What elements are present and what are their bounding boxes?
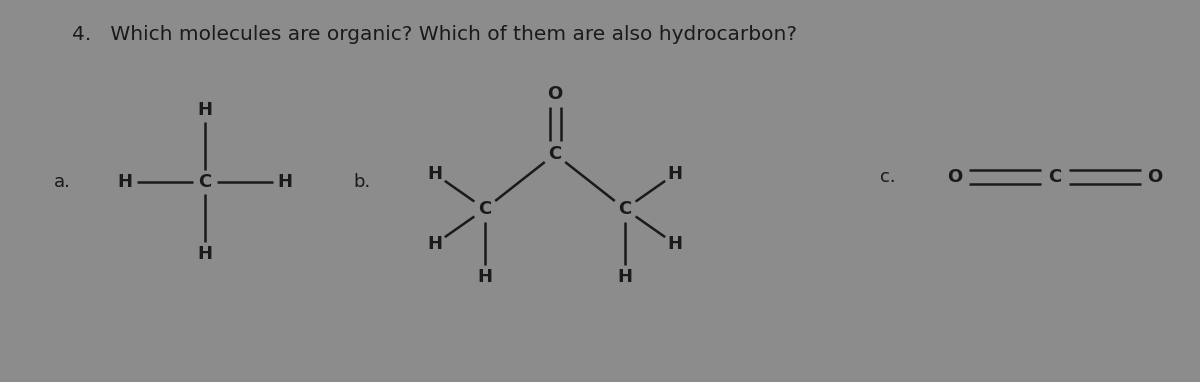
- Text: H: H: [118, 173, 132, 191]
- Text: O: O: [947, 168, 962, 186]
- Text: H: H: [667, 165, 683, 183]
- Text: H: H: [618, 268, 632, 286]
- Text: a.: a.: [54, 173, 71, 191]
- Text: H: H: [667, 235, 683, 253]
- Text: H: H: [277, 173, 293, 191]
- Text: C: C: [1049, 168, 1062, 186]
- Text: c.: c.: [880, 168, 896, 186]
- Text: C: C: [479, 200, 492, 218]
- Text: O: O: [1147, 168, 1163, 186]
- Text: H: H: [427, 235, 443, 253]
- Text: b.: b.: [353, 173, 371, 191]
- Text: H: H: [478, 268, 492, 286]
- Text: O: O: [547, 85, 563, 103]
- Text: C: C: [618, 200, 631, 218]
- Text: H: H: [198, 101, 212, 119]
- Text: C: C: [548, 145, 562, 163]
- Text: H: H: [198, 245, 212, 263]
- Text: H: H: [427, 165, 443, 183]
- Text: C: C: [198, 173, 211, 191]
- Text: 4.   Which molecules are organic? Which of them are also hydrocarbon?: 4. Which molecules are organic? Which of…: [72, 25, 797, 44]
